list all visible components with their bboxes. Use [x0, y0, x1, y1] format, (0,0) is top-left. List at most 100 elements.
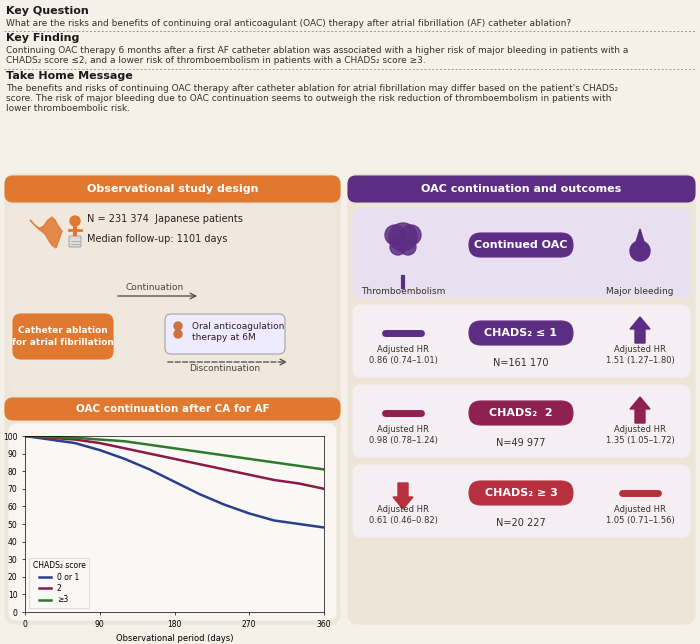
X-axis label: Observational period (days): Observational period (days) [116, 634, 233, 643]
≥3 [21, 432, 29, 440]
≥3 [295, 462, 303, 469]
0 or 1 [245, 509, 253, 517]
Polygon shape [30, 217, 62, 248]
Text: Adjusted HR
0.61 (0.46–0.82): Adjusted HR 0.61 (0.46–0.82) [369, 505, 438, 525]
0 or 1 [320, 524, 328, 531]
2 [71, 435, 79, 443]
0 or 1 [270, 516, 279, 524]
FancyBboxPatch shape [5, 176, 340, 202]
2 [95, 439, 104, 447]
Text: Median follow-up: 1101 days: Median follow-up: 1101 days [87, 234, 228, 244]
≥3 [120, 437, 129, 445]
Text: Adjusted HR
1.35 (1.05–1.72): Adjusted HR 1.35 (1.05–1.72) [606, 425, 674, 445]
FancyBboxPatch shape [353, 305, 690, 377]
FancyBboxPatch shape [348, 176, 695, 202]
Legend: 0 or 1, 2, ≥3: 0 or 1, 2, ≥3 [29, 558, 90, 608]
Text: Continuing OAC therapy 6 months after a first AF catheter ablation was associate: Continuing OAC therapy 6 months after a … [6, 46, 629, 55]
Line: ≥3: ≥3 [25, 436, 324, 469]
FancyBboxPatch shape [5, 398, 340, 420]
FancyBboxPatch shape [353, 465, 690, 537]
Text: N = 231 374  Japanese patients: N = 231 374 Japanese patients [87, 214, 243, 224]
0 or 1 [220, 501, 228, 509]
2 [195, 460, 204, 468]
≥3 [270, 459, 279, 466]
≥3 [170, 444, 178, 452]
2 [245, 471, 253, 478]
≥3 [245, 455, 253, 463]
Text: CHADS₂ ≥ 3: CHADS₂ ≥ 3 [484, 488, 557, 498]
≥3 [146, 441, 154, 449]
Text: Continuation: Continuation [126, 283, 184, 292]
Circle shape [401, 225, 421, 245]
0 or 1 [46, 435, 54, 443]
Text: Catheter ablation
for atrial fibrillation: Catheter ablation for atrial fibrillatio… [12, 326, 114, 347]
0 or 1 [21, 432, 29, 440]
FancyBboxPatch shape [353, 209, 690, 297]
FancyBboxPatch shape [469, 321, 573, 345]
Circle shape [400, 239, 416, 255]
2 [295, 480, 303, 488]
≥3 [95, 435, 104, 443]
0 or 1 [195, 490, 204, 498]
0 or 1 [170, 478, 178, 486]
Text: Observational study design: Observational study design [87, 184, 258, 194]
Circle shape [390, 239, 406, 255]
2 [46, 434, 54, 442]
FancyBboxPatch shape [469, 401, 573, 425]
Text: The benefits and risks of continuing OAC therapy after catheter ablation for atr: The benefits and risks of continuing OAC… [6, 84, 618, 93]
Circle shape [174, 330, 182, 338]
Polygon shape [634, 229, 646, 249]
2 [270, 476, 279, 484]
2 [34, 433, 42, 440]
0 or 1 [120, 455, 129, 463]
2 [21, 432, 29, 440]
FancyBboxPatch shape [469, 233, 573, 257]
2 [120, 444, 129, 452]
0 or 1 [34, 434, 42, 442]
Text: Key Finding: Key Finding [6, 33, 79, 43]
Circle shape [389, 223, 417, 251]
FancyBboxPatch shape [165, 314, 285, 354]
Text: N=49 977: N=49 977 [496, 438, 546, 448]
Text: N=161 170: N=161 170 [494, 358, 549, 368]
Text: Discontinuation: Discontinuation [190, 364, 260, 373]
≥3 [220, 451, 228, 459]
Circle shape [70, 216, 80, 226]
2 [170, 455, 178, 463]
≥3 [34, 433, 42, 440]
0 or 1 [295, 520, 303, 528]
Text: Key Question: Key Question [6, 6, 89, 16]
Polygon shape [393, 483, 413, 509]
FancyBboxPatch shape [69, 236, 81, 247]
Text: OAC continuation after CA for AF: OAC continuation after CA for AF [76, 404, 270, 414]
Circle shape [630, 241, 650, 261]
Text: Take Home Message: Take Home Message [6, 71, 133, 81]
Text: CHADS₂ ≤ 1: CHADS₂ ≤ 1 [484, 328, 557, 338]
2 [220, 466, 228, 473]
Text: Adjusted HR
0.98 (0.78–1.24): Adjusted HR 0.98 (0.78–1.24) [369, 425, 438, 445]
≥3 [195, 448, 204, 456]
Circle shape [174, 322, 182, 330]
Text: Major bleeding: Major bleeding [606, 287, 673, 296]
Line: 2: 2 [25, 436, 324, 489]
Polygon shape [630, 397, 650, 423]
FancyBboxPatch shape [9, 205, 336, 394]
FancyBboxPatch shape [5, 174, 340, 624]
Polygon shape [630, 317, 650, 343]
0 or 1 [71, 439, 79, 447]
Text: Thromboembolism: Thromboembolism [360, 287, 445, 296]
FancyBboxPatch shape [469, 481, 573, 505]
Text: CHADS₂  2: CHADS₂ 2 [489, 408, 553, 418]
Text: Adjusted HR
0.86 (0.74–1.01): Adjusted HR 0.86 (0.74–1.01) [369, 345, 438, 365]
Text: Oral anticoagulation
therapy at 6M: Oral anticoagulation therapy at 6M [192, 321, 284, 343]
Text: lower thromboembolic risk.: lower thromboembolic risk. [6, 104, 130, 113]
0 or 1 [95, 446, 104, 454]
FancyBboxPatch shape [353, 385, 690, 457]
FancyBboxPatch shape [348, 174, 695, 624]
0 or 1 [146, 466, 154, 473]
Line: 0 or 1: 0 or 1 [25, 436, 324, 527]
Text: Continued OAC: Continued OAC [475, 240, 568, 250]
Text: What are the risks and benefits of continuing oral anticoagulant (OAC) therapy a: What are the risks and benefits of conti… [6, 19, 571, 28]
Text: CHADS₂ score ≤2, and a lower risk of thromboembolism in patients with a CHADS₂ s: CHADS₂ score ≤2, and a lower risk of thr… [6, 56, 426, 65]
Text: score. The risk of major bleeding due to OAC continuation seems to outweigh the : score. The risk of major bleeding due to… [6, 94, 611, 103]
